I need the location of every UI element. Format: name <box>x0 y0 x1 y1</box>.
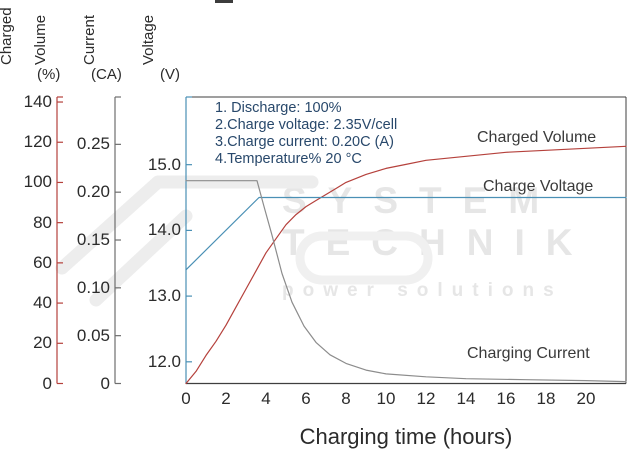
annotation-line-1: 1. Discharge: 100% <box>215 100 342 116</box>
current-axis-unit: (CA) <box>91 66 122 83</box>
crop-artifact <box>215 0 233 3</box>
charged-volume-curve-label: Charged Volume <box>477 129 597 146</box>
x-tick-label: 4 <box>261 389 271 408</box>
x-axis-title: Charging time (hours) <box>299 424 513 449</box>
current-tick-label: 0 <box>100 373 110 393</box>
test-conditions-annotation: 1. Discharge: 100% 2.Charge voltage: 2.3… <box>215 100 397 168</box>
charged-axis-unit: (%) <box>37 66 61 83</box>
current-tick-label: 0.15 <box>76 230 110 249</box>
series-charged-curve <box>185 145 627 385</box>
series-voltage-curve <box>185 196 627 271</box>
x-tick-label: 10 <box>376 389 396 408</box>
watermark-logo-swoosh <box>55 175 319 275</box>
x-tick-label: 16 <box>496 389 516 408</box>
x-tick-label: 0 <box>181 389 191 408</box>
charged-tick-label: 120 <box>23 132 52 152</box>
current-tick-label: 0.10 <box>76 277 110 297</box>
charge-voltage-curve-label: Charge Voltage <box>483 178 594 195</box>
voltage-tick-label: 12.0 <box>147 351 181 371</box>
charged-tick-label: 100 <box>23 172 52 192</box>
x-tick-label: 2 <box>221 389 231 408</box>
watermark-logo-slash <box>89 209 193 307</box>
x-tick-label: 8 <box>341 389 351 408</box>
charged-tick-label: 40 <box>33 293 52 313</box>
charged-tick-label: 20 <box>33 333 52 353</box>
annotation-line-2: 2.Charge voltage: 2.35V/cell <box>215 117 398 133</box>
charged-tick-label: 140 <box>23 92 52 112</box>
current-tick-label: 0.25 <box>76 134 110 154</box>
x-tick-label: 6 <box>301 389 311 408</box>
x-tick-label: 14 <box>456 389 476 408</box>
series-current-curve <box>185 180 627 383</box>
watermark-logo-ring <box>295 231 433 285</box>
current-tick-label: 0.20 <box>76 182 110 202</box>
x-tick-label: 18 <box>536 389 556 408</box>
annotation-line-3: 3.Charge current: 0.20C (A) <box>215 134 394 150</box>
voltage-tick-label: 14.0 <box>147 220 181 240</box>
charging-current-curve-label: Charging Current <box>467 345 590 362</box>
annotation-line-4: 4.Temperature% 20 °C <box>215 151 362 167</box>
voltage-tick-label: 13.0 <box>147 286 181 306</box>
x-tick-label: 12 <box>416 389 436 408</box>
voltage-tick-label: 15.0 <box>147 154 181 174</box>
x-tick-label: 20 <box>576 389 596 408</box>
charged-tick-label: 80 <box>33 212 52 232</box>
current-tick-label: 0.05 <box>76 325 110 345</box>
charged-tick-label: 60 <box>33 252 52 272</box>
voltage-axis-unit: (V) <box>160 66 180 83</box>
charged-tick-label: 0 <box>42 373 52 393</box>
